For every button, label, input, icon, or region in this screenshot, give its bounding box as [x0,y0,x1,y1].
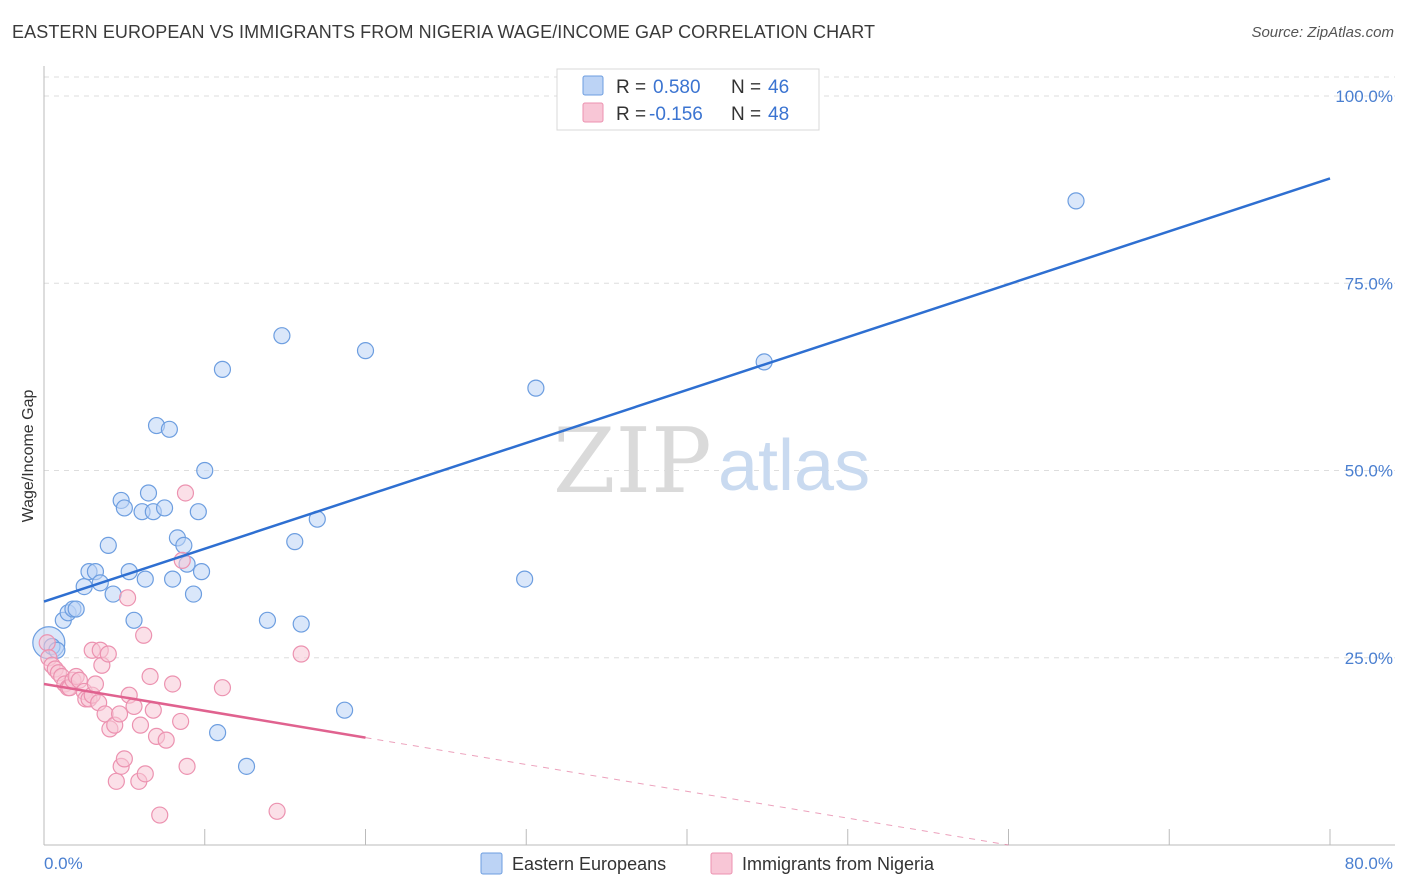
eastern-european-point [136,570,154,588]
nigeria-point [268,802,286,820]
chart-source: Source: ZipAtlas.com [1251,24,1394,41]
nigeria-point [141,667,159,686]
eastern-european-point [258,611,277,629]
legend-r-label-2: R = [616,104,646,125]
nigeria-point [157,731,175,749]
legend-r-label-1: R = [616,77,646,98]
nigeria-point [38,634,56,652]
nigeria-point [292,645,310,663]
nigeria-point [172,712,190,731]
legend-swatch-pink [582,102,604,123]
eastern-european-point [104,585,122,603]
y-tick-label: 50.0% [1345,462,1393,481]
tick-labels: 25.0% 50.0% 75.0% 100.0% 0.0% 80.0% [44,87,1393,873]
watermark-zip: ZIP [553,409,712,514]
trend-line-nigeria-dashed [365,737,1009,846]
nigeria-point [176,484,195,502]
chart-title: EASTERN EUROPEAN VS IMMIGRANTS FROM NIGE… [12,22,876,42]
eastern-european-point [164,570,182,588]
eastern-european-point [67,600,85,618]
y-axis-label: Wage/Income Gap [20,390,37,523]
nigeria-point [131,716,150,734]
eastern-european-point [139,484,158,502]
eastern-european-point [336,701,354,719]
eastern-european-point [286,533,304,551]
x-tick-label-min: 0.0% [44,854,83,873]
legend-n-value-2: 48 [768,104,789,125]
nigeria-point [99,645,117,663]
nigeria-point [136,765,154,783]
nigeria-point [107,772,125,790]
eastern-european-point [175,536,193,555]
eastern-european-point [184,585,203,603]
legend-r-value-2: -0.156 [649,104,703,125]
eastern-european-point [209,724,227,742]
legend-n-value-1: 46 [768,77,789,98]
eastern-european-point [196,461,214,480]
legend-n-label-1: N = [731,77,761,98]
nigeria-point [86,675,105,693]
nigeria-point [144,701,162,719]
bottom-legend-label-2: Immigrants from Nigeria [742,854,935,874]
eastern-european-point [213,360,232,378]
nigeria-point [115,750,133,768]
eastern-european-point [192,563,211,581]
y-tick-label: 25.0% [1345,649,1393,668]
nigeria-point [178,757,196,775]
eastern-european-point [292,615,310,633]
bottom-legend-swatch-pink [710,852,733,875]
eastern-european-point [115,499,133,517]
eastern-european-point [99,536,117,555]
trend-lines [43,177,1331,846]
legend-n-label-2: N = [731,104,761,125]
trend-line-eastern-europeans [43,177,1331,603]
eastern-european-point [155,499,174,517]
legend-swatch-blue [582,75,604,96]
x-tick-label-max: 80.0% [1345,854,1393,873]
bottom-legend-swatch-blue [480,852,503,875]
eastern-european-point [516,570,534,588]
nigeria-point [213,679,232,697]
series-nigeria [38,484,310,824]
eastern-european-point [527,379,545,397]
eastern-european-point [273,327,291,345]
y-tick-label: 75.0% [1345,274,1393,293]
eastern-european-point [1067,192,1085,210]
nigeria-point [110,705,129,723]
nigeria-point [164,675,182,693]
eastern-european-point [125,611,143,629]
nigeria-point [135,626,153,644]
eastern-european-point [237,757,256,775]
nigeria-point [151,806,169,824]
eastern-european-point [160,420,178,438]
legend: R = 0.580 N = 46 R = -0.156 N = 48 [556,68,820,131]
eastern-european-point [356,342,375,360]
trend-line-nigeria-solid [43,682,366,739]
grid-lines [44,76,1395,659]
legend-r-value-1: 0.580 [653,77,701,98]
nigeria-point [118,589,137,607]
watermark-atlas: atlas [718,426,870,506]
eastern-european-point [189,503,207,521]
bottom-legend-label-1: Eastern Europeans [512,854,666,874]
axes [43,66,1395,846]
y-tick-label: 100.0% [1335,87,1393,106]
bottom-legend: Eastern Europeans Immigrants from Nigeri… [480,852,935,875]
